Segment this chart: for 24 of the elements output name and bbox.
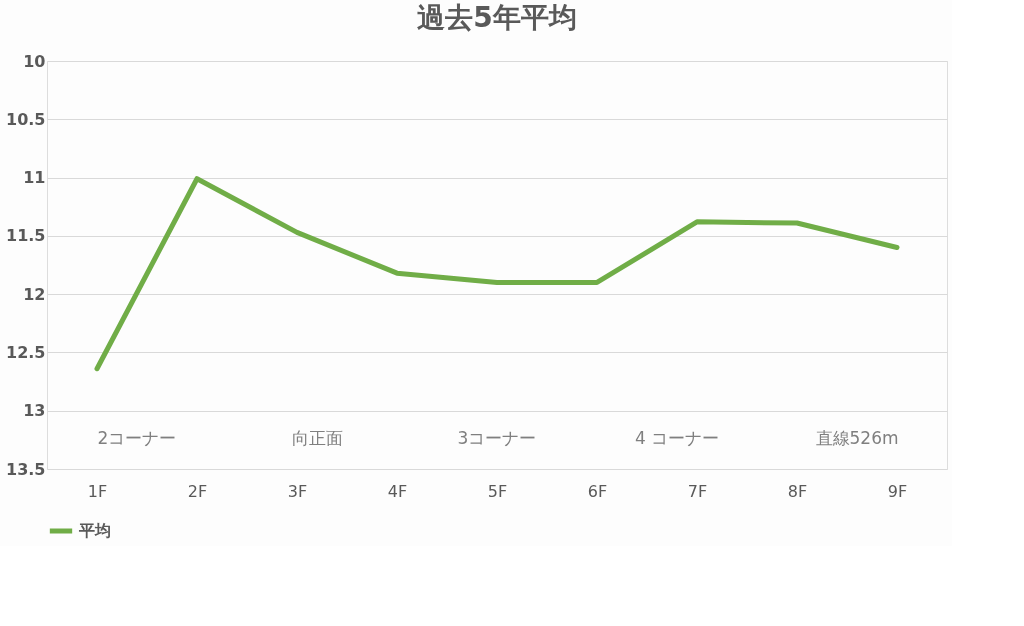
annotation: 3コーナー	[457, 428, 537, 448]
y-tick-label: 10.5	[6, 109, 46, 129]
annotation: 2コーナー	[97, 428, 177, 448]
x-tick-label: 9F	[887, 481, 908, 501]
annotation: 4 コーナー	[634, 428, 720, 448]
y-tick-label: 13	[23, 401, 46, 421]
annotation: 向正面	[291, 428, 343, 448]
x-tick-label: 5F	[487, 481, 508, 501]
y-tick-label: 12	[23, 284, 46, 304]
x-tick-label: 6F	[587, 481, 608, 501]
y-tick-label: 13.5	[6, 459, 46, 479]
annotation: 直線526m	[815, 428, 899, 448]
y-tick-label: 10	[23, 51, 46, 71]
x-tick-label: 7F	[687, 481, 708, 501]
chart-title: 過去5年平均	[417, 1, 577, 34]
legend-label: 平均	[78, 521, 111, 540]
y-tick-label: 12.5	[6, 342, 46, 362]
x-tick-label: 8F	[787, 481, 808, 501]
y-tick-label: 11	[23, 168, 46, 188]
x-tick-label: 1F	[87, 481, 108, 501]
x-tick-label: 4F	[387, 481, 408, 501]
x-tick-label: 2F	[187, 481, 208, 501]
x-tick-label: 3F	[287, 481, 308, 501]
y-tick-label: 11.5	[6, 226, 46, 246]
